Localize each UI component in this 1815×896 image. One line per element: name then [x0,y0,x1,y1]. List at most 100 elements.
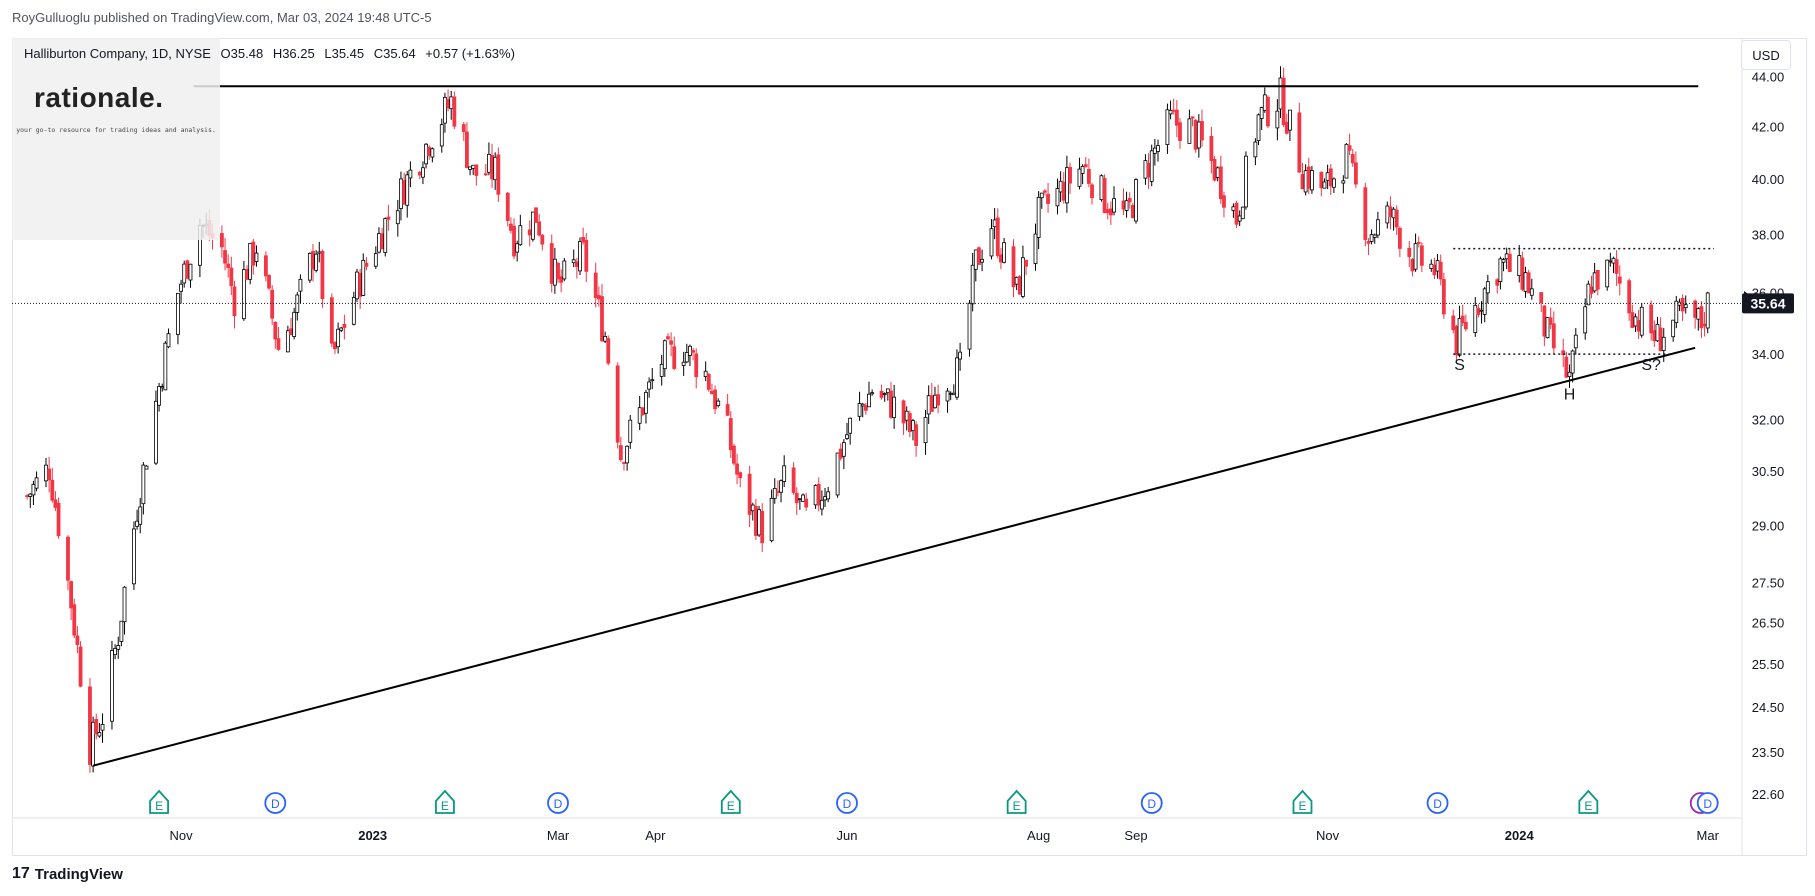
price-axis[interactable]: 44.0042.0040.0038.0036.0034.0032.0030.50… [1752,69,1785,801]
candle-body [728,418,733,451]
candle-body [336,328,341,348]
candle-body [640,407,645,416]
candle-body [662,340,667,370]
footer-brand[interactable]: 17 TradingView [12,865,123,883]
dividend-event-icon[interactable]: D [836,792,858,814]
candle-body [757,509,761,536]
earnings-event-letter: E [1298,799,1306,813]
candle-body [622,462,626,464]
currency-button[interactable]: USD [1741,40,1791,70]
candle-body [578,241,582,272]
candle-body [926,395,931,415]
candle-body [857,403,862,417]
candle-body [879,390,884,398]
scroll-right-arrow-icon[interactable] [1744,291,1751,301]
candle-body [596,295,601,300]
candle-body [1617,276,1622,284]
candle-body [967,302,972,350]
dividend-event-icon[interactable]: D [1140,792,1163,814]
candle-body [716,400,721,406]
candle-body [992,219,997,228]
candle-body [838,448,843,459]
rising-trendline[interactable] [92,346,1696,767]
rationale-logo: rationale. [34,82,164,113]
publisher-credit: RoyGulluoglu published on TradingView.co… [12,10,432,25]
candle-body [395,210,400,225]
candle-body [1702,323,1707,327]
price-tick-label: 24.50 [1752,700,1785,715]
candle-body [945,390,950,402]
candle-body [779,480,783,493]
candle-body [530,211,535,240]
candle-body [669,340,674,345]
candle-body [358,272,363,297]
candle-body [845,434,849,439]
candle-body [628,419,633,443]
candles [25,66,1710,773]
candle-body [574,261,579,267]
chart-frame[interactable] [12,38,1807,856]
dividend-event-letter: D [1703,797,1712,811]
earnings-event-icon[interactable]: E [1578,789,1599,814]
candle-body [603,336,608,342]
dividend-event-icon[interactable]: D [264,792,287,814]
candle-body [248,242,253,280]
earnings-event-letter: E [1584,799,1592,813]
candle-body [977,247,981,265]
candle-body [537,221,542,236]
candle-body [342,323,347,328]
candle-body [1209,135,1214,162]
dividend-event-letter: D [554,797,563,811]
candle-body [1614,259,1619,274]
time-axis[interactable]: Nov 2023 Mar Apr Jun Aug Sep Nov 2024 Mar [170,828,1720,843]
candle-body [1328,168,1333,187]
time-tick-label: Nov [170,828,194,843]
candle-body [1451,315,1456,331]
candle-body [518,225,523,246]
time-tick-label: Mar [1697,828,1720,843]
candle-body [1021,257,1025,297]
candle-body [405,174,410,206]
earnings-event-icon[interactable]: E [1006,789,1027,814]
earnings-event-icon[interactable]: E [149,789,169,814]
candle-body [483,173,488,176]
candle-body [110,650,114,722]
candle-body [1244,155,1248,208]
candle-body [1416,242,1421,244]
candle-body [816,484,821,506]
candle-body [75,635,80,646]
time-tick-label: Aug [1027,828,1050,843]
earnings-event-shape [435,789,455,814]
earnings-event-icon[interactable]: E [1292,789,1313,814]
candle-body [1583,306,1588,334]
candle-body [813,485,818,506]
candle-body [644,391,648,414]
drawings[interactable] [12,85,1742,767]
symbol-legend[interactable]: Halliburton Company, 1D, NYSE O35.48 H36… [24,46,521,61]
candle-body [706,374,711,390]
candle-body [1394,209,1399,228]
dividend-event-icon[interactable]: D [547,792,569,814]
earnings-event-icon[interactable]: E [720,789,741,814]
candle-body [1375,219,1380,236]
candle-body [421,167,425,178]
candle-body [1498,258,1503,282]
candle-body [936,394,941,406]
candle-body [559,276,564,283]
dividend-event-icon[interactable]: D [1689,792,1719,814]
candle-body [1457,318,1462,356]
dividend-event-icon[interactable]: D [1426,792,1449,814]
time-tick-label: Jun [837,828,858,843]
candle-body [1608,260,1613,263]
candle-body [1011,246,1016,288]
candle-body [50,479,55,501]
candle-body [1017,276,1022,295]
candle-body [471,164,476,169]
candle-body [1146,162,1151,178]
candle-body [552,258,557,286]
candle-body [1539,292,1544,303]
candle-body [1441,279,1446,315]
earnings-event-icon[interactable]: E [435,789,455,814]
